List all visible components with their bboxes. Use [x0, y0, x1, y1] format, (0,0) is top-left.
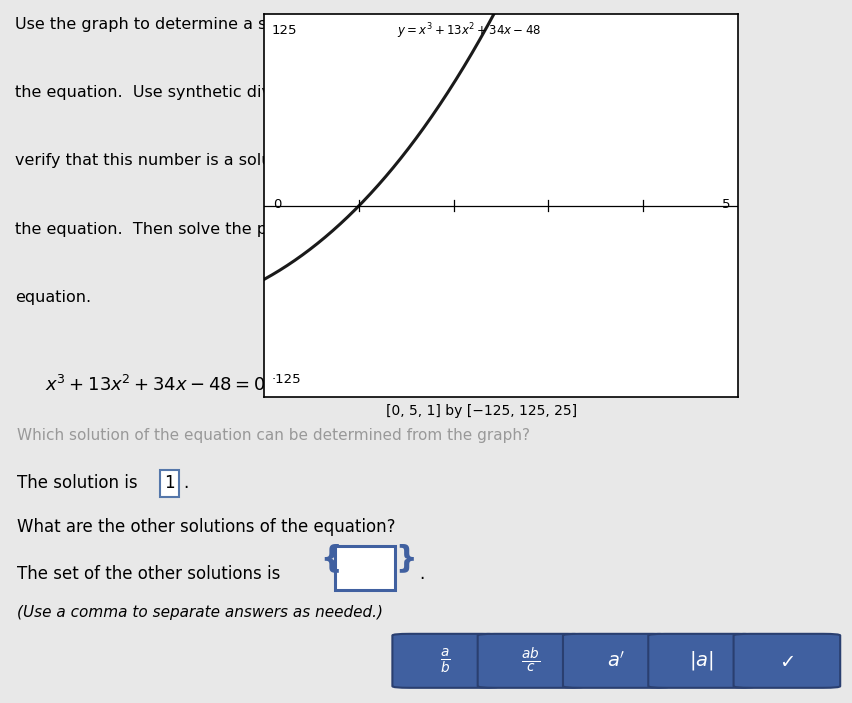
Text: ·125: ·125: [271, 373, 301, 387]
Text: .: .: [419, 565, 424, 583]
Text: 5: 5: [722, 198, 730, 212]
Text: $|a|$: $|a|$: [688, 650, 713, 672]
Text: 125: 125: [271, 24, 296, 37]
Text: the equation.  Then solve the polynomial: the equation. Then solve the polynomial: [14, 222, 344, 237]
Text: verify that this number is a solution of: verify that this number is a solution of: [14, 153, 322, 169]
Text: (Use a comma to separate answers as needed.): (Use a comma to separate answers as need…: [17, 605, 383, 619]
FancyBboxPatch shape: [477, 634, 584, 688]
Text: What are the other solutions of the equation?: What are the other solutions of the equa…: [17, 519, 395, 536]
Text: $x^3 + 13x^2 + 34x - 48 = 0$: $x^3 + 13x^2 + 34x - 48 = 0$: [45, 375, 265, 396]
FancyBboxPatch shape: [392, 634, 498, 688]
Text: 1: 1: [164, 475, 174, 492]
Text: [0, 5, 1] by [−125, 125, 25]: [0, 5, 1] by [−125, 125, 25]: [386, 404, 577, 418]
Text: }: }: [394, 543, 416, 572]
Text: 0: 0: [273, 198, 281, 212]
Text: The set of the other solutions is: The set of the other solutions is: [17, 565, 291, 583]
Text: $\frac{a}{b}$: $\frac{a}{b}$: [440, 646, 451, 676]
FancyBboxPatch shape: [335, 546, 394, 590]
Text: the equation.  Use synthetic division to: the equation. Use synthetic division to: [14, 85, 329, 100]
Text: $\checkmark$: $\checkmark$: [779, 651, 793, 671]
FancyBboxPatch shape: [562, 634, 669, 688]
Text: $\frac{ab}{c}$: $\frac{ab}{c}$: [521, 646, 540, 676]
Text: $a'$: $a'$: [607, 651, 625, 671]
Text: Use the graph to determine a solution of: Use the graph to determine a solution of: [14, 17, 342, 32]
Text: Which solution of the equation can be determined from the graph?: Which solution of the equation can be de…: [17, 428, 529, 444]
Text: The solution is: The solution is: [17, 475, 148, 492]
Text: {: {: [320, 543, 341, 572]
Text: equation.: equation.: [14, 290, 90, 305]
FancyBboxPatch shape: [648, 634, 754, 688]
Text: .: .: [183, 475, 188, 492]
Text: $y = x^3 + 13x^2 + 34x - 48$: $y = x^3 + 13x^2 + 34x - 48$: [396, 22, 540, 41]
FancyBboxPatch shape: [733, 634, 839, 688]
